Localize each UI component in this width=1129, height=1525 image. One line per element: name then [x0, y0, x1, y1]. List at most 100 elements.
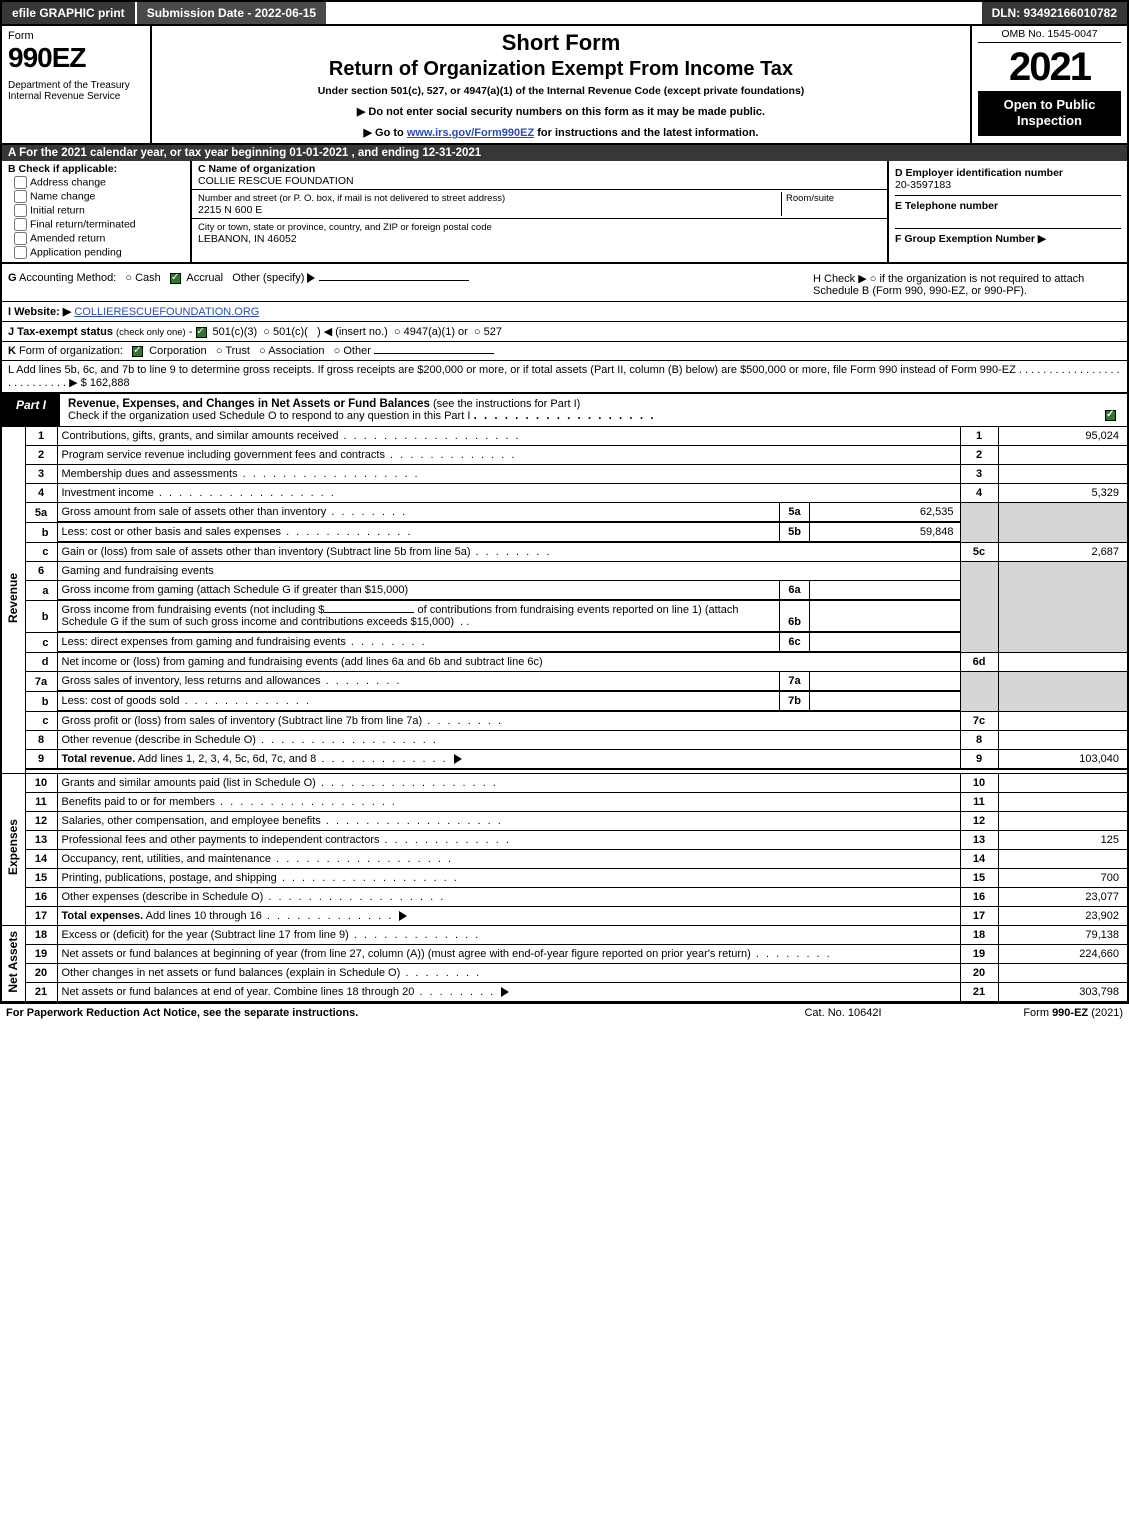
top-bar: efile GRAPHIC print Submission Date - 20…: [0, 0, 1129, 26]
501c3-check-icon: [196, 327, 207, 338]
schedule-o-check-icon: [1105, 410, 1116, 421]
line-6: 6 Gaming and fundraising events: [1, 562, 1128, 581]
submission-date-button[interactable]: Submission Date - 2022-06-15: [137, 2, 328, 24]
triangle-icon: [307, 273, 315, 283]
footer-right: Form 990-EZ (2021): [943, 1007, 1123, 1019]
form-header: Form 990EZ Department of the Treasury In…: [0, 26, 1129, 145]
line-5a-miniamt: 62,535: [810, 503, 960, 522]
line-16: 16 Other expenses (describe in Schedule …: [1, 887, 1128, 906]
row-gh: G Accounting Method: ○ Cash Accrual Othe…: [0, 264, 1129, 302]
line-15: 15 Printing, publications, postage, and …: [1, 868, 1128, 887]
line-5a-mini: 5a: [780, 503, 810, 522]
irs-link[interactable]: www.irs.gov/Form990EZ: [407, 127, 534, 139]
omb-number: OMB No. 1545-0047: [978, 28, 1121, 43]
row-a-tax-year: A For the 2021 calendar year, or tax yea…: [0, 145, 1129, 161]
line-5c: c Gain or (loss) from sale of assets oth…: [1, 543, 1128, 562]
chk-application-pending[interactable]: Application pending: [14, 246, 184, 259]
part-1-table: Revenue 1 Contributions, gifts, grants, …: [0, 427, 1129, 1003]
f-label: F Group Exemption Number ▶: [895, 233, 1046, 245]
org-name: COLLIE RESCUE FOUNDATION: [198, 175, 354, 187]
part-1-header: Part I Revenue, Expenses, and Changes in…: [0, 394, 1129, 427]
accounting-method: G Accounting Method: ○ Cash Accrual Othe…: [2, 264, 807, 301]
bullet-2-pre: ▶ Go to: [364, 127, 407, 139]
chk-initial-return[interactable]: Initial return: [14, 204, 184, 217]
addr-value: 2215 N 600 E: [198, 204, 262, 216]
bullet-2-post: for instructions and the latest informat…: [534, 127, 758, 139]
line-20: 20 Other changes in net assets or fund b…: [1, 963, 1128, 982]
top-spacer: [328, 2, 981, 24]
line-8: 8 Other revenue (describe in Schedule O)…: [1, 731, 1128, 750]
ein-row: D Employer identification number 20-3597…: [895, 163, 1121, 196]
line-10: Expenses 10 Grants and similar amounts p…: [1, 773, 1128, 792]
city-label: City or town, state or province, country…: [198, 222, 492, 233]
room-label: Room/suite: [786, 193, 834, 204]
part-1-tab: Part I: [2, 394, 60, 426]
address-row: Number and street (or P. O. box, if mail…: [192, 190, 887, 219]
row-h: H Check ▶ ○ if the organization is not r…: [807, 264, 1127, 301]
line-7c: c Gross profit or (loss) from sales of i…: [1, 712, 1128, 731]
line-5ab-shade: [960, 503, 998, 543]
column-b: B Check if applicable: Address change Na…: [2, 161, 192, 262]
line-21: 21 Net assets or fund balances at end of…: [1, 982, 1128, 1002]
column-c: C Name of organization COLLIE RESCUE FOU…: [192, 161, 887, 262]
part-1-subtitle: (see the instructions for Part I): [430, 398, 580, 410]
line-3: 3 Membership dues and assessments 3: [1, 465, 1128, 484]
line-5a: 5a Gross amount from sale of assets othe…: [1, 503, 1128, 523]
open-public-inspection: Open to Public Inspection: [978, 91, 1121, 136]
title-short-form: Short Form: [160, 30, 962, 56]
chk-name-change[interactable]: Name change: [14, 190, 184, 203]
line-19: 19 Net assets or fund balances at beginn…: [1, 944, 1128, 963]
bullet-1: ▶ Do not enter social security numbers o…: [160, 105, 962, 118]
group-exemption-row: F Group Exemption Number ▶: [895, 229, 1121, 249]
line-1-box: 1: [960, 427, 998, 446]
c-label: C Name of organization: [198, 163, 315, 175]
netassets-section-label: Net Assets: [1, 925, 25, 1002]
triangle-icon: [399, 911, 407, 921]
triangle-icon: [454, 754, 462, 764]
line-6b: b Gross income from fundraising events (…: [1, 601, 1128, 633]
accrual-check-icon: [170, 273, 181, 284]
city-row: City or town, state or province, country…: [192, 219, 887, 247]
e-label: E Telephone number: [895, 200, 998, 212]
line-5b: b Less: cost or other basis and sales ex…: [1, 523, 1128, 543]
header-right: OMB No. 1545-0047 2021 Open to Public In…: [972, 26, 1127, 143]
section-bcd: B Check if applicable: Address change Na…: [0, 161, 1129, 264]
part-1-title: Revenue, Expenses, and Changes in Net As…: [60, 394, 1127, 426]
telephone-row: E Telephone number: [895, 196, 1121, 229]
header-center: Short Form Return of Organization Exempt…: [152, 26, 972, 143]
d-label: D Employer identification number: [895, 167, 1063, 179]
row-j-tax-exempt: J Tax-exempt status (check only one) - 5…: [0, 322, 1129, 342]
dln-label: DLN: 93492166010782: [982, 2, 1127, 24]
expenses-section-label: Expenses: [1, 773, 25, 925]
line-17: 17 Total expenses. Add lines 10 through …: [1, 906, 1128, 925]
line-1: Revenue 1 Contributions, gifts, grants, …: [1, 427, 1128, 446]
line-18: Net Assets 18 Excess or (deficit) for th…: [1, 925, 1128, 944]
form-word: Form: [8, 30, 144, 42]
top-buttons: efile GRAPHIC print Submission Date - 20…: [2, 2, 328, 24]
subtitle: Under section 501(c), 527, or 4947(a)(1)…: [160, 85, 962, 97]
line-6a: a Gross income from gaming (attach Sched…: [1, 581, 1128, 601]
org-name-row: C Name of organization COLLIE RESCUE FOU…: [192, 161, 887, 190]
row-l-gross-receipts: L Add lines 5b, 6c, and 7b to line 9 to …: [0, 361, 1129, 394]
row-i-label: I Website: ▶: [8, 306, 71, 318]
line-7a: 7a Gross sales of inventory, less return…: [1, 672, 1128, 692]
chk-amended-return[interactable]: Amended return: [14, 232, 184, 245]
chk-address-change[interactable]: Address change: [14, 176, 184, 189]
line-12: 12 Salaries, other compensation, and emp…: [1, 811, 1128, 830]
line-4: 4 Investment income 4 5,329: [1, 484, 1128, 503]
footer-center: Cat. No. 10642I: [743, 1007, 943, 1019]
line-1-text: Contributions, gifts, grants, and simila…: [57, 427, 960, 446]
dots-icon: [474, 410, 656, 422]
chk-final-return[interactable]: Final return/terminated: [14, 218, 184, 231]
line-1-num: 1: [25, 427, 57, 446]
addr-label: Number and street (or P. O. box, if mail…: [198, 193, 505, 204]
part-1-checkline: Check if the organization used Schedule …: [68, 410, 470, 422]
header-left: Form 990EZ Department of the Treasury In…: [2, 26, 152, 143]
title-return: Return of Organization Exempt From Incom…: [160, 58, 962, 81]
line-2: 2 Program service revenue including gove…: [1, 446, 1128, 465]
line-1-amt: 95,024: [998, 427, 1128, 446]
efile-print-button[interactable]: efile GRAPHIC print: [2, 2, 137, 24]
triangle-icon: [501, 987, 509, 997]
website-link[interactable]: COLLIERESCUEFOUNDATION.ORG: [74, 306, 259, 318]
city-value: LEBANON, IN 46052: [198, 233, 297, 245]
